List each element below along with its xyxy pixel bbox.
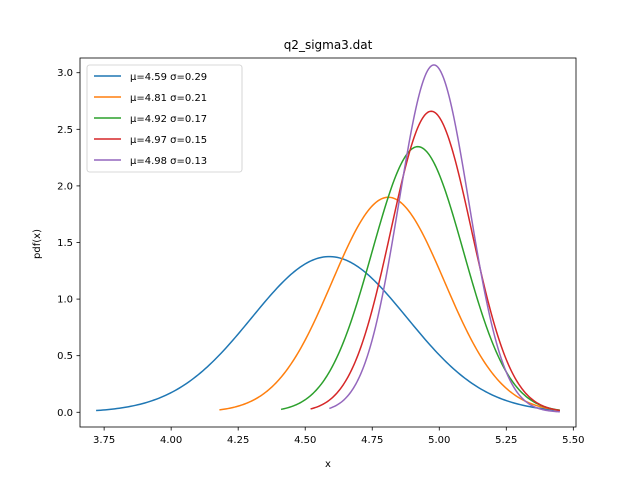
x-tick-label: 4.25: [227, 435, 249, 446]
legend: μ=4.59 σ=0.29 μ=4.81 σ=0.21 μ=4.92 σ=0.17 μ…: [86, 64, 243, 173]
series-line-4: [310, 110, 561, 412]
series-line-2: [219, 196, 560, 411]
y-tick-label: 0.0: [57, 408, 73, 419]
series-line-5: [329, 64, 560, 413]
x-tick-label: 4.00: [160, 435, 182, 446]
y-tick-label: 0.5: [57, 351, 73, 362]
y-tick-label: 3.0: [57, 68, 73, 79]
x-tick-label: 5.00: [428, 435, 450, 446]
y-tick-label: 2.0: [57, 181, 73, 192]
x-tick-label: 3.75: [93, 435, 115, 446]
legend-box: [86, 64, 243, 173]
x-tick-label: 4.50: [294, 435, 316, 446]
x-tick-label: 5.50: [562, 435, 584, 446]
y-tick-label: 1.5: [57, 238, 73, 249]
legend-label-1: μ=4.59 σ=0.29: [130, 72, 207, 83]
legend-label-3: μ=4.92 σ=0.17: [130, 114, 207, 125]
legend-label-4: μ=4.97 σ=0.15: [130, 135, 207, 146]
series-line-1: [96, 255, 560, 412]
y-tick-label: 1.0: [57, 295, 73, 306]
y-tick-label: 2.5: [57, 125, 73, 136]
x-tick-label: 5.25: [495, 435, 517, 446]
y-axis-label: pdf(x): [32, 229, 43, 259]
chart-title: q2_sigma3.dat: [284, 38, 373, 52]
ticks: 3.75 4.00 4.25 4.50 4.75 5.00 5.25 5.50 0.0 0.5 1.…: [57, 68, 584, 446]
x-tick-label: 4.75: [361, 435, 383, 446]
series-lines: [96, 64, 561, 413]
series-line-3: [280, 145, 561, 411]
legend-label-2: μ=4.81 σ=0.21: [130, 93, 207, 104]
legend-label-5: μ=4.98 σ=0.13: [130, 156, 207, 167]
x-axis-label: x: [325, 459, 331, 470]
